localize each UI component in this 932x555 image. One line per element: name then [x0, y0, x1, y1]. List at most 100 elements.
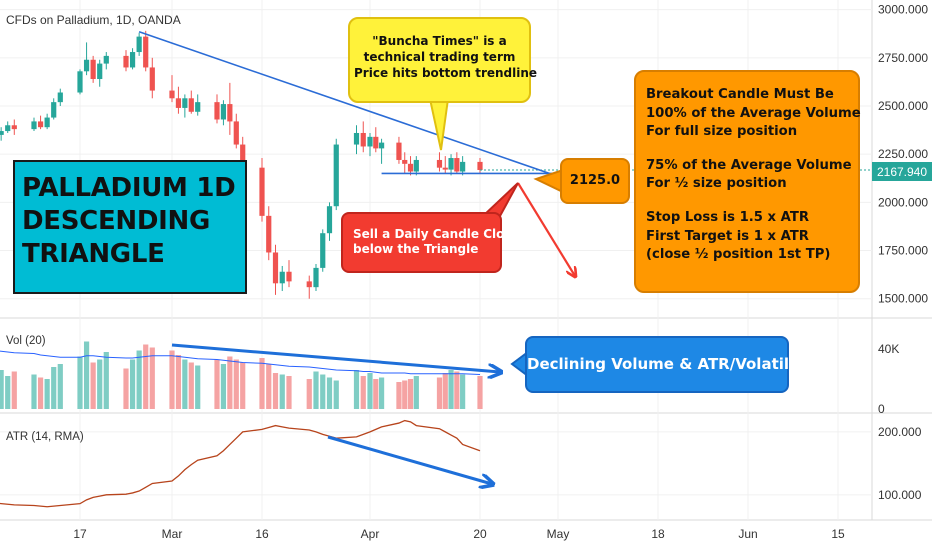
candle [195, 94, 201, 116]
rules-line-5: For ½ size position [646, 176, 787, 192]
breakdown-arrow [517, 182, 575, 276]
volume-bar [227, 356, 233, 409]
volume-bar [31, 374, 37, 409]
volume-bar [353, 370, 360, 409]
candle-body [214, 102, 220, 120]
candle [360, 121, 366, 153]
date-tick-label: May [547, 527, 570, 541]
volume-bar [320, 374, 326, 409]
candle-body [0, 131, 4, 135]
volume-pane [0, 341, 500, 409]
candle-body [31, 121, 37, 130]
candle-body [44, 117, 50, 128]
candle-body [460, 161, 466, 172]
candle-body [353, 132, 360, 145]
candle [373, 127, 379, 153]
volume-bar [378, 377, 385, 409]
rules-line-6: Stop Loss is 1.5 x ATR [646, 209, 809, 225]
candle-body [123, 55, 129, 68]
rules-line-8: (close ½ position 1st TP) [646, 247, 831, 263]
volume-bar [188, 362, 194, 409]
volume-bar [83, 341, 90, 409]
pattern-title-line-3: TRIANGLE [22, 239, 165, 269]
candle-body [175, 98, 182, 108]
axes: 3000.000 2750.000 2500.000 2250.000 2000.000… [73, 3, 928, 541]
pattern-title-line-1: PALLADIUM 1D [22, 173, 236, 203]
volume-bar [477, 376, 483, 409]
breakout-rules-callout: Breakout Candle Must Be 100% of the Aver… [634, 70, 861, 293]
atr-tick-label: 200.000 [878, 425, 922, 439]
candle-body [220, 104, 227, 120]
candle [378, 138, 385, 164]
candle [57, 88, 63, 106]
volume-decline-arrow [171, 343, 500, 372]
volume-ma-line [0, 350, 481, 375]
candle [396, 136, 402, 164]
volume-bar [169, 350, 175, 409]
candle-body [169, 90, 175, 99]
volume-bar [123, 368, 129, 409]
atr-tick-label: 100.000 [878, 488, 922, 502]
buncha-line-1: "Buncha Times" is a [372, 34, 507, 48]
candle [266, 206, 272, 261]
candle-body [5, 125, 11, 132]
candle [353, 125, 360, 155]
volume-bar [195, 365, 201, 409]
candle [320, 229, 326, 272]
candle [442, 156, 448, 174]
candle-body [396, 142, 402, 160]
volume-bar [77, 356, 83, 409]
volume-bar [143, 344, 149, 409]
candle-body [407, 163, 414, 172]
last-price-label: 2167.940 [877, 165, 927, 179]
candle [326, 202, 333, 241]
candle [0, 127, 4, 141]
candle-body [477, 161, 483, 170]
candle [143, 30, 149, 72]
candle-body [320, 233, 326, 268]
volume-note-callout: Declining Volume & ATR/Volatility [525, 336, 811, 393]
descending-trendline [138, 31, 562, 179]
volume-bar [259, 358, 265, 409]
candle-body [77, 71, 83, 93]
candle [259, 158, 265, 222]
candle-body [57, 92, 63, 103]
volume-bar [149, 347, 155, 409]
volume-bar [5, 376, 11, 409]
volume-bar [90, 362, 96, 409]
atr-decline-arrow [327, 435, 492, 484]
volume-bar [57, 364, 63, 409]
atr-label: ATR (14, RMA) [6, 431, 84, 443]
atr-line [0, 419, 481, 508]
price-tick-label: 2500.000 [878, 99, 928, 113]
candle-body [51, 102, 57, 118]
candle-body [195, 102, 201, 112]
candle [306, 275, 312, 299]
candle-body [448, 158, 454, 170]
pattern-title-line-2: DESCENDING [22, 206, 211, 236]
candle-body [313, 267, 319, 288]
candle [460, 156, 466, 176]
rules-line-3: For full size position [646, 124, 798, 140]
candle-body [360, 132, 366, 147]
volume-bar [396, 382, 402, 409]
candle [220, 100, 227, 126]
candle [367, 132, 373, 157]
volume-bar [407, 379, 414, 409]
candle-body [233, 121, 239, 145]
date-tick-label: Mar [162, 527, 183, 541]
volume-bar [266, 364, 272, 409]
candle [279, 265, 285, 292]
volume-bar [286, 376, 292, 409]
sell-callout: Sell a Daily Candle Close below the Tria… [341, 212, 520, 273]
volume-bar [460, 374, 466, 409]
date-tick-label: 15 [831, 527, 845, 541]
candle-body [367, 136, 373, 147]
candle [83, 42, 90, 76]
candle [333, 138, 339, 211]
volume-bar [0, 370, 4, 409]
volume-bar [333, 380, 339, 409]
candle [77, 69, 83, 95]
candle [90, 55, 96, 83]
candle [175, 86, 182, 114]
